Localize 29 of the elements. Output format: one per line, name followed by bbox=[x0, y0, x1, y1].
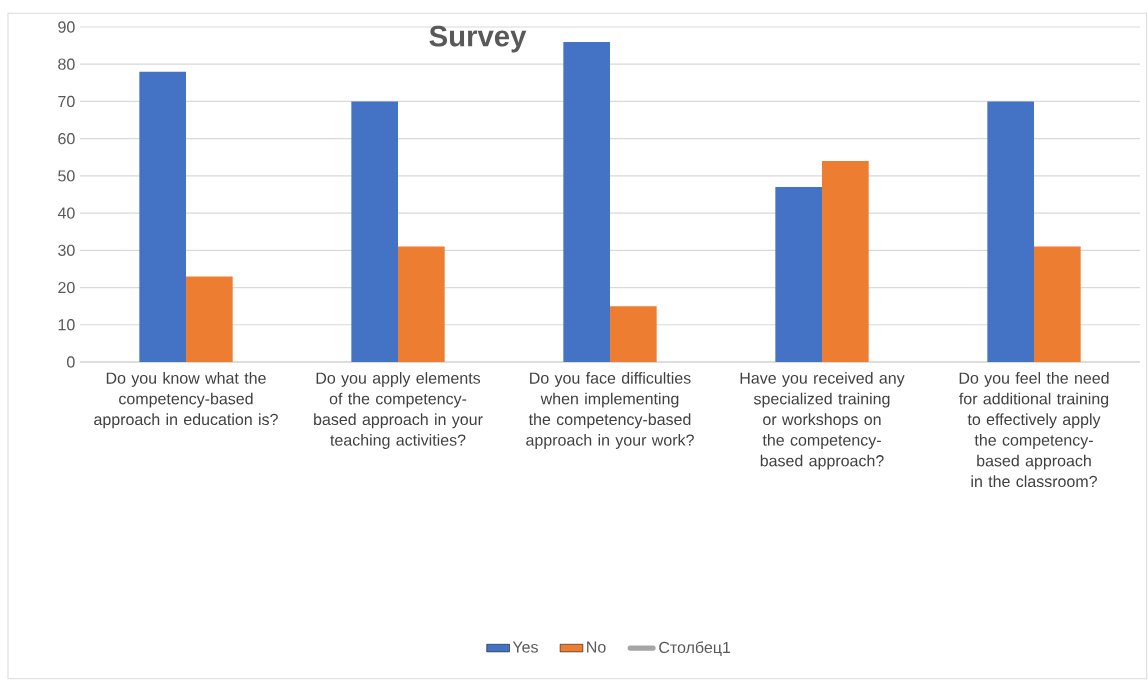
bar bbox=[351, 101, 399, 362]
y-tick-label: 10 bbox=[58, 319, 75, 331]
chart-title: Survey bbox=[429, 25, 527, 53]
bar bbox=[186, 276, 233, 362]
x-tick-label: Have you received any specialized training or workshops on the competency-based approach? bbox=[740, 372, 905, 470]
bar bbox=[1034, 246, 1081, 362]
legend-label: No bbox=[587, 641, 606, 653]
bar bbox=[775, 187, 823, 362]
y-tick-label: 70 bbox=[58, 95, 75, 108]
legend-label: Yes bbox=[512, 641, 538, 653]
y-tick-label: 30 bbox=[58, 244, 75, 256]
y-tick-label: 0 bbox=[67, 356, 75, 368]
x-tick-label: Do you apply elements of the competency-based approach in your teaching activities? bbox=[314, 372, 483, 449]
bar bbox=[610, 306, 657, 362]
bar bbox=[139, 71, 187, 362]
bar bbox=[563, 41, 611, 362]
bar bbox=[398, 246, 445, 362]
y-tick-label: 20 bbox=[58, 281, 75, 294]
legend-label: Столбец1 bbox=[659, 641, 731, 657]
x-tick-label: Do you feel the need for additional training to effectively apply the competency-based approach in the classroom? bbox=[959, 372, 1109, 488]
y-tick-label: 90 bbox=[58, 21, 75, 33]
y-tick-label: 40 bbox=[57, 207, 75, 219]
x-tick-label: Do you know what the competency-based approach in education is? bbox=[94, 372, 278, 429]
bar bbox=[822, 161, 869, 362]
y-tick-label: 50 bbox=[58, 170, 75, 182]
y-tick-label: 60 bbox=[58, 133, 75, 145]
bar bbox=[987, 101, 1034, 362]
y-tick-label: 80 bbox=[58, 58, 75, 70]
x-tick-label: Do you face difficulties when implementing the competency-based approach in your work? bbox=[526, 372, 694, 449]
